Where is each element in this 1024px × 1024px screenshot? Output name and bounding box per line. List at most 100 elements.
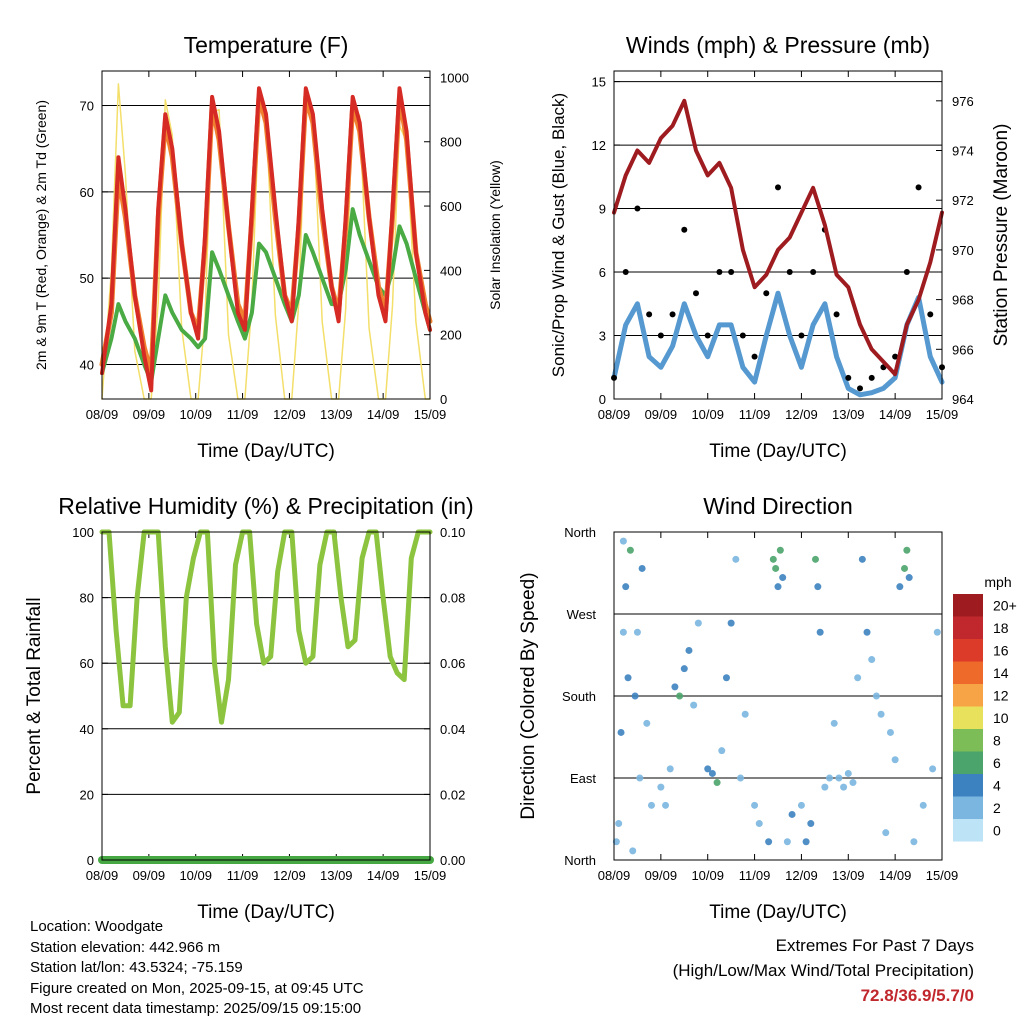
winds-pressure-panel: Winds (mph) & Pressure (mb) 08/09 09/09 10/… — [549, 32, 1012, 462]
station-info: Location: Woodgate Station elevation: 44… — [30, 917, 364, 1020]
y-tick-label: South — [562, 689, 596, 704]
wind-point — [657, 332, 664, 339]
y-tick-label: West — [567, 607, 597, 622]
colorbar-swatch — [953, 751, 983, 774]
wind-point — [833, 311, 840, 318]
direction-point — [666, 765, 674, 773]
y-tick-label: 80 — [80, 591, 94, 606]
direction-point — [722, 674, 730, 682]
direction-point — [619, 537, 627, 545]
plot-border — [613, 70, 943, 400]
direction-point — [751, 801, 759, 809]
x-tick-label: 14/09 — [879, 407, 912, 422]
direction-point — [619, 628, 627, 636]
y2-tick-label: 1000 — [440, 70, 469, 85]
y-axis-label: Percent & Total Rainfall — [24, 597, 45, 794]
colorbar-label: 20+ — [993, 597, 1017, 613]
colorbar-swatch — [953, 819, 983, 842]
wind-point — [798, 332, 805, 339]
y-tick-label: North — [564, 525, 596, 540]
wind-point — [716, 269, 723, 276]
direction-point — [830, 719, 838, 727]
direction-point — [905, 574, 913, 582]
direction-point — [629, 847, 637, 855]
direction-point — [776, 546, 784, 554]
direction-point — [840, 783, 848, 791]
y-tick-label: 3 — [599, 329, 606, 344]
y-tick-label: East — [570, 771, 596, 786]
wind-point — [622, 269, 629, 276]
direction-point — [657, 783, 665, 791]
x-tick-label: 12/09 — [273, 407, 306, 422]
y2-tick-label: 800 — [440, 135, 462, 150]
direction-point — [741, 710, 749, 718]
y2-tick-label: 0.10 — [440, 525, 465, 540]
direction-point — [617, 728, 625, 736]
colorbar-label: 4 — [993, 777, 1001, 793]
x-tick-label: 11/09 — [739, 868, 771, 883]
direction-point — [737, 774, 745, 782]
x-tick-label: 10/09 — [179, 868, 212, 883]
direction-point — [633, 628, 641, 636]
x-tick-label: 08/09 — [598, 407, 631, 422]
y2-tick-label: 966 — [952, 342, 974, 357]
direction-point — [676, 692, 684, 700]
wind-direction-panel: Wind Direction 08/09 09/09 10/09 11/09 12/09 1… — [518, 493, 958, 923]
panel-title: Winds (mph) & Pressure (mb) — [626, 32, 930, 58]
wind-point — [739, 332, 746, 339]
wind-point — [693, 290, 699, 297]
y2-tick-label: 972 — [952, 193, 974, 208]
y-tick-label: 40 — [80, 722, 94, 737]
direction-point — [868, 656, 876, 664]
elevation-text: Station elevation: 442.966 m — [30, 938, 221, 956]
direction-point — [671, 683, 679, 691]
speed-color-bar: mph 20+ 18 16 14 12 10 8 6 4 2 0 — [953, 574, 1017, 842]
colorbar-label: 2 — [993, 800, 1001, 816]
y-tick-label: North — [564, 853, 596, 868]
direction-point — [732, 555, 740, 563]
colorbar-swatch — [953, 639, 983, 662]
x-tick-label: 11/09 — [227, 407, 259, 422]
y-tick-label: 0 — [87, 853, 94, 868]
direction-point — [769, 555, 777, 563]
colorbar-swatch — [953, 594, 983, 617]
direction-point — [680, 665, 688, 673]
direction-point — [807, 820, 815, 828]
direction-point — [844, 769, 852, 777]
wind-point — [915, 184, 922, 191]
y-axis-label: Sonic/Prop Wind & Gust (Blue, Black) — [549, 93, 568, 377]
wind-point — [903, 269, 910, 276]
direction-point — [708, 769, 716, 777]
direction-point — [872, 692, 880, 700]
direction-point — [626, 546, 634, 554]
location-text: Location: Woodgate — [30, 918, 164, 935]
wind-point — [681, 226, 688, 233]
wind-point — [669, 311, 676, 318]
y2-tick-label: 0.04 — [440, 722, 465, 737]
panel-title: Wind Direction — [703, 493, 853, 519]
colorbar-swatch — [953, 684, 983, 707]
direction-point — [910, 838, 918, 846]
x-tick-label: 15/09 — [926, 868, 959, 883]
latlon-text: Station lat/lon: 43.5324; -75.159 — [30, 959, 243, 976]
direction-point — [718, 747, 726, 755]
x-axis-label: Time (Day/UTC) — [197, 902, 335, 923]
y2-tick-label: 400 — [440, 263, 462, 278]
x-tick-label: 14/09 — [879, 868, 912, 883]
direction-point — [685, 646, 693, 654]
wind-point — [646, 311, 653, 318]
direction-point — [903, 546, 911, 554]
x-tick-label: 12/09 — [785, 868, 818, 883]
direction-point — [882, 829, 890, 837]
direction-point — [919, 801, 927, 809]
direction-point — [797, 801, 805, 809]
x-tick-label: 14/09 — [367, 868, 400, 883]
direction-point — [901, 564, 909, 572]
direction-point — [636, 774, 644, 782]
colorbar-label: 10 — [993, 710, 1009, 726]
y2-tick-label: 970 — [952, 243, 974, 258]
colorbar-label: 18 — [993, 620, 1009, 636]
colorbar-swatch — [953, 796, 983, 819]
x-tick-label: 13/09 — [832, 868, 865, 883]
direction-point — [612, 838, 620, 846]
